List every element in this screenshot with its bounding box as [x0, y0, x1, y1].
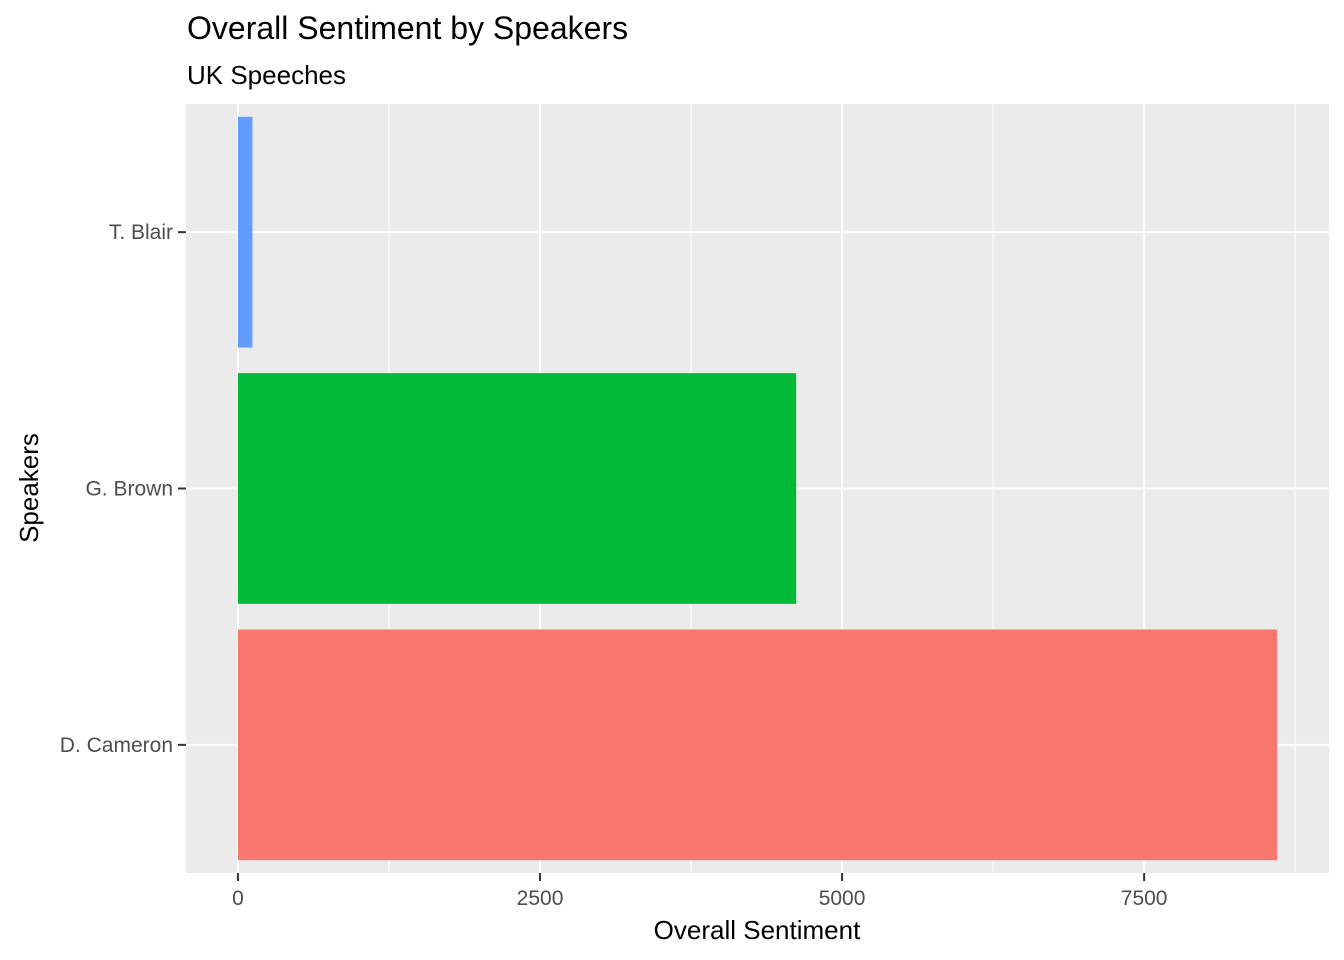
bar-d-cameron: [237, 629, 1278, 861]
bar-layer: [237, 116, 1278, 861]
y-tick-label: D. Cameron: [60, 734, 173, 757]
x-axis-title: Overall Sentiment: [654, 915, 861, 945]
x-tick-label: 0: [232, 887, 244, 910]
x-tick-label: 7500: [1121, 887, 1168, 910]
y-axis-title: Speakers: [14, 433, 44, 543]
bar-g-brown: [237, 373, 797, 604]
x-tick-label: 5000: [819, 887, 866, 910]
x-tick-label: 2500: [517, 887, 564, 910]
chart-title: Overall Sentiment by Speakers: [187, 10, 629, 46]
axis-layer: D. Cameron G. Brown T. Blair 0 2500 5000 7500: [60, 221, 1168, 910]
bar-t-blair: [237, 116, 253, 348]
chart-subtitle: UK Speeches: [187, 60, 346, 90]
y-tick-label: G. Brown: [85, 478, 173, 501]
y-tick-label: T. Blair: [109, 221, 173, 244]
